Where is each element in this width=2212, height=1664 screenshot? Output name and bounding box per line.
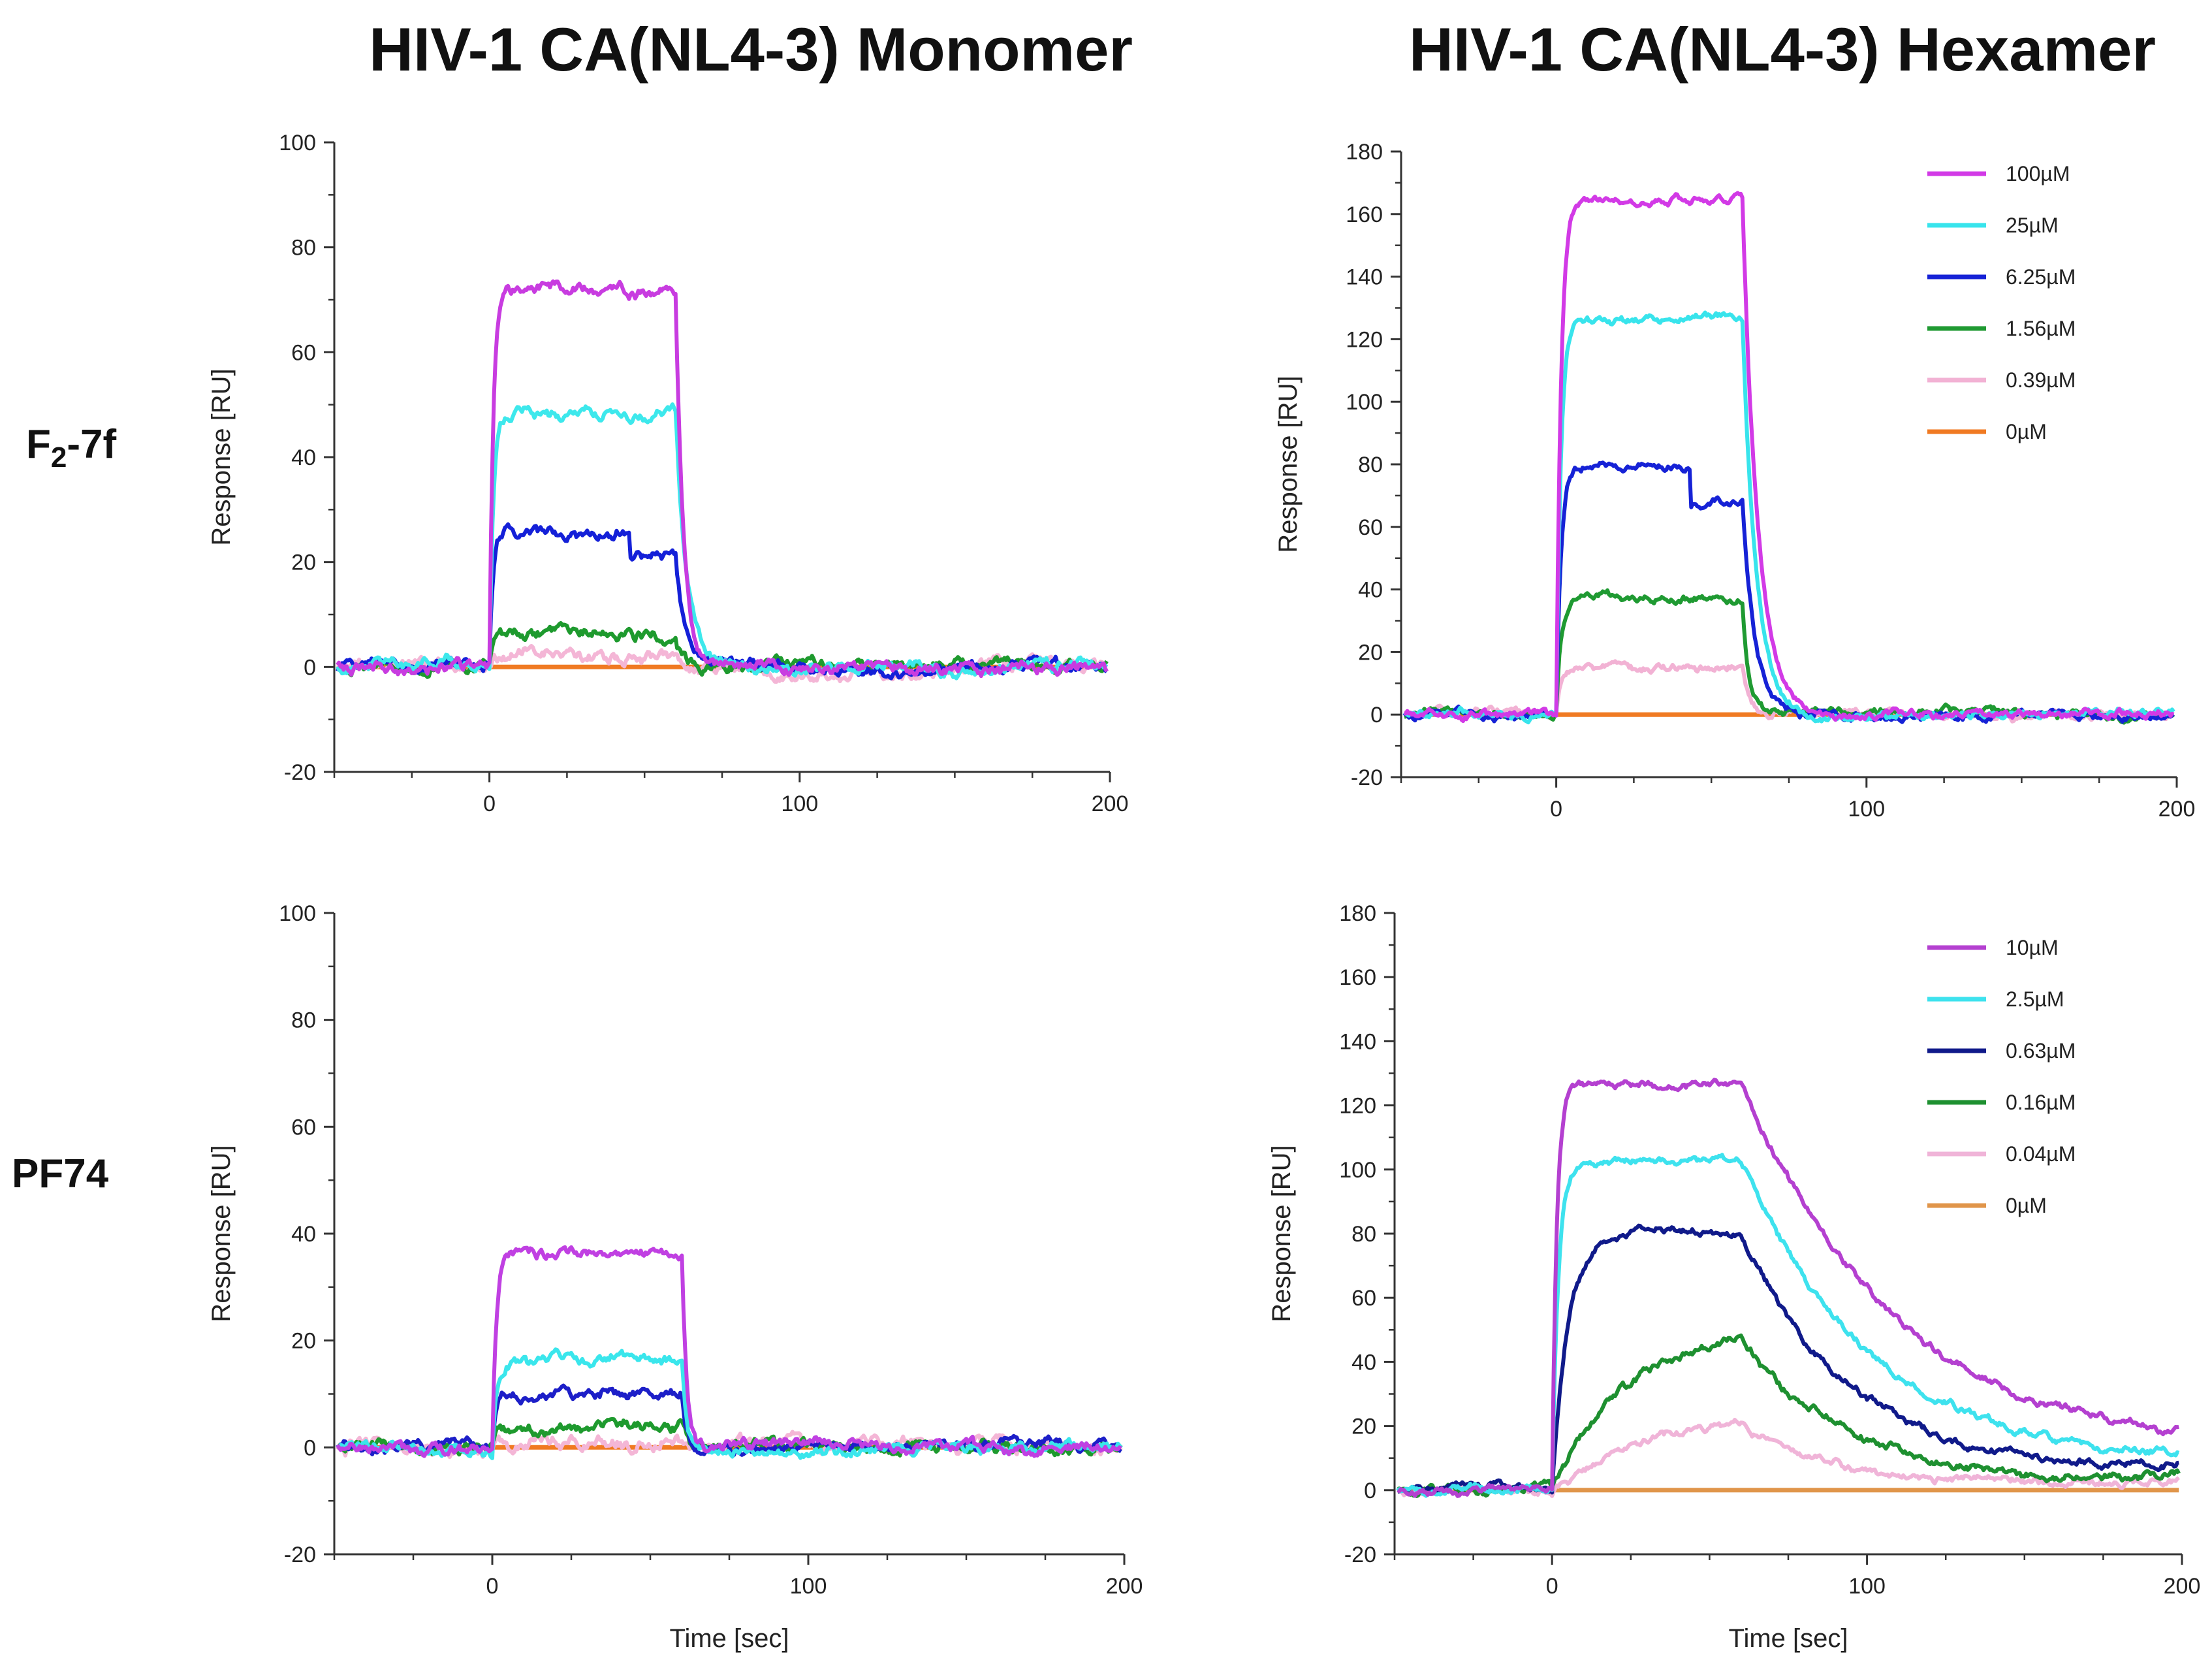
legend-label: 0.63µM	[2006, 1039, 2076, 1063]
series-line	[1397, 1078, 2179, 1498]
y-tick-label: 0	[1364, 1479, 1376, 1503]
x-tick-label: 100	[790, 1574, 827, 1599]
series-line	[336, 402, 1109, 680]
x-tick-label: 200	[2158, 797, 2196, 822]
series-line	[1403, 310, 2175, 725]
x-axis-title: Time [sec]	[1729, 1624, 1848, 1653]
y-tick-label: 80	[1351, 1222, 1376, 1247]
legend: 10µM 2.5µM 0.63µM 0.16µM 0.04µM 0µM	[1927, 936, 2076, 1217]
column-title-monomer: HIV-1 CA(NL4-3) Monomer	[369, 15, 1133, 84]
y-tick-label: 20	[291, 551, 316, 575]
y-tick-label: 80	[291, 236, 316, 261]
y-tick-label: 40	[1351, 1350, 1376, 1375]
y-tick-label: 40	[1358, 578, 1383, 603]
y-tick-label: 120	[1346, 327, 1383, 352]
y-axis-title: Response [RU]	[207, 368, 236, 545]
series-line	[336, 1245, 1122, 1458]
chart-f27f-hexamer: -20 0 20 40 60 80 100 120 140 160 180 0 100 200 Respon…	[1274, 140, 2195, 822]
y-axis-title: Response [RU]	[1274, 376, 1303, 552]
x-tick-label: 100	[781, 792, 818, 816]
legend-label: 100µM	[2006, 162, 2070, 185]
series-line	[1397, 1333, 2181, 1498]
x-tick-label: 200	[2164, 1574, 2201, 1599]
series-line	[1402, 460, 2175, 724]
y-tick-label: 100	[279, 131, 316, 155]
y-tick-label: 20	[291, 1329, 316, 1354]
x-tick-label: 100	[1848, 797, 1885, 822]
y-tick-label: -20	[284, 760, 316, 785]
y-tick-label: 20	[1358, 640, 1383, 665]
row-label-pf74: PF74	[12, 1151, 109, 1196]
y-tick-label: 100	[279, 901, 316, 926]
series-line	[1396, 1418, 2180, 1498]
legend-label: 6.25µM	[2006, 265, 2076, 289]
x-tick-label: 100	[1848, 1574, 1886, 1599]
legend-label: 0.16µM	[2006, 1091, 2076, 1114]
y-tick-label: 160	[1346, 202, 1383, 227]
x-tick-label: 200	[1106, 1574, 1143, 1599]
series-line	[1396, 1153, 2180, 1498]
x-tick-label: 0	[1546, 1574, 1558, 1599]
row-label-f27f-main: F	[26, 422, 51, 467]
legend-label: 10µM	[2006, 936, 2059, 959]
y-tick-label: 140	[1346, 265, 1383, 290]
legend-label: 0.04µM	[2006, 1142, 2076, 1166]
row-label-f27f-sub: 2	[50, 441, 67, 473]
series-line	[1404, 191, 2175, 724]
series-line	[336, 279, 1109, 679]
legend-label: 2.5µM	[2006, 987, 2064, 1011]
legend: 100µM 25µM 6.25µM 1.56µM 0.39µM 0µM	[1927, 162, 2076, 443]
y-tick-label: 0	[304, 655, 316, 680]
y-axis-title: Response [RU]	[1267, 1145, 1296, 1322]
row-label-f27f: F2-7f	[26, 421, 116, 474]
x-axis-title: Time [sec]	[670, 1624, 789, 1653]
y-tick-label: 0	[304, 1435, 316, 1460]
y-tick-label: 180	[1339, 901, 1376, 926]
y-tick-label: -20	[1344, 1543, 1376, 1567]
x-tick-label: 0	[1550, 797, 1562, 822]
legend-label: 0µM	[2006, 1194, 2047, 1217]
legend-label: 0.39µM	[2006, 368, 2076, 392]
x-tick-label: 0	[486, 1574, 499, 1599]
legend-label: 1.56µM	[2006, 317, 2076, 340]
row-label-f27f-rest: -7f	[67, 422, 117, 467]
y-tick-label: 40	[291, 445, 316, 470]
legend-label: 25µM	[2006, 214, 2059, 237]
x-tick-label: 200	[1092, 792, 1129, 816]
y-tick-label: 60	[1358, 515, 1383, 540]
column-title-hexamer: HIV-1 CA(NL4-3) Hexamer	[1408, 15, 2157, 84]
chart-f27f-monomer: -20 0 20 40 60 80 100 0 100 200 Response [RU]	[207, 131, 1128, 816]
chart-pf74-hexamer: -20 0 20 40 60 80 100 120 140 160 180 0 100 200 Respon…	[1267, 901, 2200, 1653]
y-tick-label: 120	[1339, 1094, 1376, 1119]
y-axis-title: Response [RU]	[207, 1145, 236, 1322]
y-tick-label: -20	[284, 1543, 316, 1567]
y-tick-label: -20	[1351, 765, 1383, 790]
y-tick-label: 60	[291, 340, 316, 365]
y-tick-label: 60	[1351, 1286, 1376, 1311]
y-tick-label: 180	[1346, 140, 1383, 165]
legend-label: 0µM	[2006, 420, 2047, 443]
y-tick-label: 40	[291, 1222, 316, 1247]
y-tick-label: 80	[291, 1008, 316, 1033]
series-line	[336, 522, 1109, 680]
y-tick-label: 100	[1339, 1158, 1376, 1183]
y-tick-label: 80	[1358, 453, 1383, 477]
x-tick-label: 0	[483, 792, 496, 816]
y-tick-label: 20	[1351, 1415, 1376, 1439]
y-tick-label: 0	[1370, 703, 1383, 728]
y-tick-label: 160	[1339, 965, 1376, 990]
chart-pf74-monomer: -20 0 20 40 60 80 100 0 100 200 Response [RU] Time …	[207, 901, 1143, 1653]
y-tick-label: 60	[291, 1115, 316, 1140]
y-tick-label: 140	[1339, 1029, 1376, 1054]
series-line	[1397, 1223, 2179, 1495]
y-tick-label: 100	[1346, 390, 1383, 415]
